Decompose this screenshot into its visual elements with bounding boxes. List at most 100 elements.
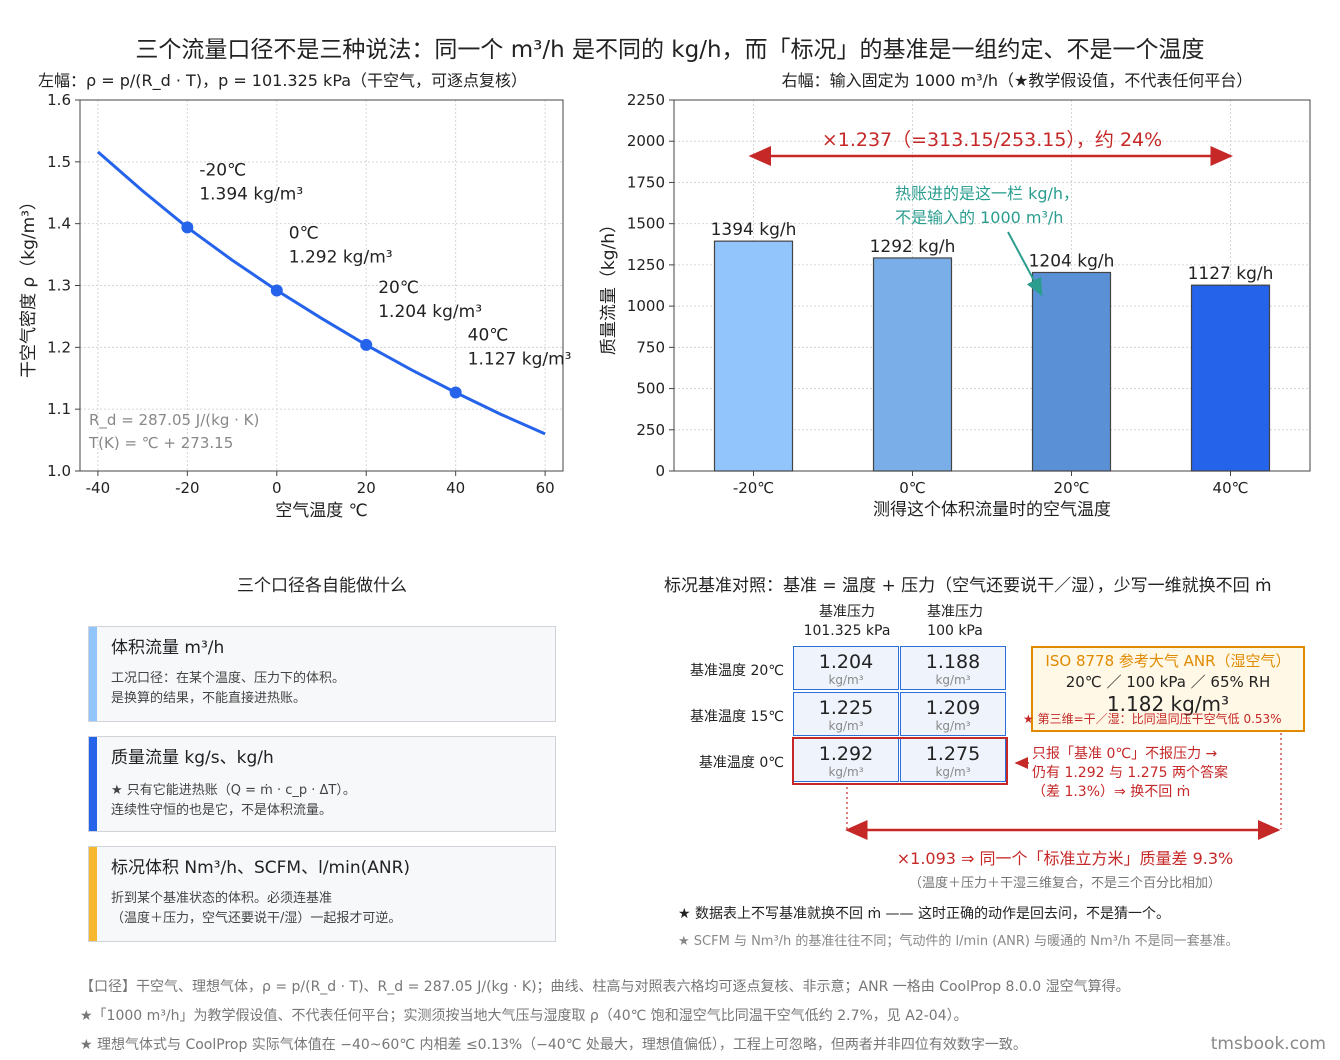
point-label-temp: 0℃ [289, 223, 319, 243]
x-axis-label: 空气温度 ℃ [275, 501, 368, 521]
y-tick-label: 2250 [627, 91, 665, 109]
column-header-line: 基准压力 [819, 604, 875, 620]
footnote: ★ 理想气体式与 CoolProp 实际气体值在 −40~60℃ 内相差 ≤0.… [80, 1037, 1027, 1053]
y-tick-label: 2000 [627, 132, 665, 150]
y-tick-label: 1.6 [47, 91, 71, 109]
ratio-span-label: ×1.237（=313.15/253.15），约 24% [822, 129, 1162, 151]
watermark: tmsbook.com [1210, 1034, 1326, 1054]
zero-note-line: （差 1.3%）⇒ 换不回 ṁ [1032, 784, 1191, 800]
point-label-temp: 20℃ [378, 278, 419, 298]
y-tick-label: 1.5 [47, 153, 71, 171]
cell-unit: kg/m³ [935, 719, 971, 733]
card-accent-bar [89, 737, 97, 831]
chart-title: 右幅：输入固定为 1000 m³/h（★教学假设值，不代表任何平台） [782, 71, 1253, 90]
y-tick-label: 1.4 [47, 215, 71, 233]
bar [872, 257, 953, 472]
highlight-row-0c [792, 737, 1008, 785]
footnote: ★「1000 m³/h」为教学假设值、不代表任何平台；实测须按当地大气压与湿度取… [80, 1008, 968, 1024]
card-title: 质量流量 kg/s、kg/h [111, 748, 274, 768]
column-header-line: 101.325 kPa [803, 623, 891, 639]
card-line-1: 工况口径：在某个温度、压力下的体积。 [111, 671, 346, 686]
cell-unit: kg/m³ [828, 673, 864, 687]
table-title: 标况基准对照：基准 = 温度 + 压力（空气还要说干／湿），少写一维就换不回 ṁ [664, 576, 1272, 596]
x-tick-label: 20℃ [1054, 479, 1090, 497]
y-tick-label: 1.2 [47, 338, 71, 356]
x-tick-label: -40 [86, 479, 111, 497]
x-tick-label: 40 [446, 479, 465, 497]
iso-8778-box: ISO 8778 参考大气 ANR（湿空气） 20℃ ／ 100 kPa ／ 6… [1031, 646, 1305, 732]
card-line-1: 折到某个基准状态的体积。必须连基准 [111, 891, 333, 906]
cards-title: 三个口径各自能做什么 [237, 576, 407, 596]
y-axis-label: 干空气密度 ρ（kg/m³） [19, 193, 39, 378]
table-cell: 1.275 kg/m³ [900, 738, 1006, 782]
zero-row-note: 只报「基准 0℃」不报压力 → 仍有 1.292 与 1.275 两个答案 （差… [1032, 745, 1228, 802]
table-cell: 1.292 kg/m³ [793, 738, 899, 782]
cell-value: 1.204 [818, 651, 874, 673]
y-tick-label: 1500 [627, 215, 665, 233]
column-header-line: 基准压力 [927, 604, 983, 620]
data-point [270, 284, 283, 297]
row-label-0c: 基准温度 0℃ [698, 755, 784, 771]
x-tick-label: 20 [357, 479, 376, 497]
y-axis-label: 质量流量（kg/h） [599, 216, 619, 355]
card-line-1: ★ 只有它能进热账（Q = ṁ · c_p · ΔT）。 [111, 783, 356, 798]
annotation-line: 不是输入的 1000 m³/h [895, 208, 1063, 227]
cell-unit: kg/m³ [828, 765, 864, 779]
column-header-line: 100 kPa [927, 623, 983, 639]
card-standard-volume: 标况体积 Nm³/h、SCFM、l/min(ANR) 折到某个基准状态的体积。必… [88, 846, 556, 942]
cell-unit: kg/m³ [935, 765, 971, 779]
y-tick-label: 1750 [627, 173, 665, 191]
y-tick-label: 750 [636, 338, 665, 356]
cell-value: 1.188 [925, 651, 981, 673]
y-tick-label: 1000 [627, 297, 665, 315]
point-label-temp: 40℃ [468, 325, 509, 345]
cell-value: 1.209 [925, 697, 981, 719]
plot-frame [673, 99, 1311, 472]
data-point [449, 386, 462, 399]
data-point [181, 221, 194, 234]
iso-box-note: ★ 第三维=干／湿：比同温同压干空气低 0.53% [1023, 712, 1282, 726]
iso-box-conditions: 20℃ ／ 100 kPa ／ 65% RH [1065, 673, 1271, 691]
mass-flow-bar-chart: 右幅：输入固定为 1000 m³/h（★教学假设值，不代表任何平台） 0 250 50… [599, 71, 1311, 520]
card-mass-flow: 质量流量 kg/s、kg/h ★ 只有它能进热账（Q = ṁ · c_p · Δ… [88, 736, 556, 832]
chart-title: 左幅：ρ = p/(R_d · T)，p = 101.325 kPa（干空气，可… [38, 71, 527, 91]
bar-value-label: 1127 kg/h [1188, 264, 1274, 284]
cell-value: 1.275 [925, 743, 981, 765]
row-label-20c: 基准温度 20℃ [690, 663, 784, 679]
x-tick-label: -20℃ [733, 479, 774, 497]
y-tick-label: 1250 [627, 256, 665, 274]
iso-box-density: 1.182 kg/m³ [1106, 692, 1230, 716]
cell-value: 1.225 [818, 697, 874, 719]
table-cell: 1.188 kg/m³ [900, 646, 1006, 690]
column-header-101kpa: 基准压力 101.325 kPa [793, 603, 901, 641]
card-accent-bar [89, 627, 97, 721]
cell-unit: kg/m³ [828, 719, 864, 733]
x-tick-label: 40℃ [1213, 479, 1249, 497]
y-tick-label: 250 [636, 421, 665, 439]
card-line-2: （温度＋压力，空气还要说干/湿）一起报才可逆。 [111, 911, 402, 926]
cell-unit: kg/m³ [935, 673, 971, 687]
iso-box-title: ISO 8778 参考大气 ANR（湿空气） [1045, 652, 1291, 670]
y-tick-label: 1.3 [47, 277, 71, 295]
x-tick-label: 0 [272, 479, 282, 497]
data-point [360, 338, 373, 351]
x-tick-label: 0℃ [899, 479, 925, 497]
card-line-2: 连续性守恒的也是它，不是体积流量。 [111, 803, 333, 818]
span-label: ×1.093 ⇒ 同一个「标准立方米」质量差 9.3% [896, 849, 1234, 868]
span-sublabel: （温度＋压力＋干湿三维复合，不是三个百分比相加） [908, 876, 1221, 891]
row-label-15c: 基准温度 15℃ [690, 709, 784, 725]
footnote: 【口径】干空气、理想气体，ρ = p/(R_d · T)、R_d = 287.0… [80, 979, 1130, 995]
bar-value-label: 1394 kg/h [711, 220, 797, 240]
point-label-density: 1.394 kg/m³ [199, 184, 303, 204]
card-title: 标况体积 Nm³/h、SCFM、l/min(ANR) [111, 858, 411, 878]
card-line-2: 是换算的结果，不能直接进热账。 [111, 691, 307, 706]
table-cell: 1.225 kg/m³ [793, 692, 899, 736]
table-note-2: ★ SCFM 与 Nm³/h 的基准往往不同；气动件的 l/min (ANR) … [678, 934, 1239, 949]
x-axis-label: 测得这个体积流量时的空气温度 [873, 500, 1111, 520]
density-curve [96, 150, 546, 436]
card-volume-flow: 体积流量 m³/h 工况口径：在某个温度、压力下的体积。 是换算的结果，不能直接… [88, 626, 556, 722]
bar-value-label: 1204 kg/h [1029, 251, 1115, 271]
chart-note: R_d = 287.05 J/(kg · K) [89, 411, 259, 430]
cell-value: 1.292 [818, 743, 874, 765]
